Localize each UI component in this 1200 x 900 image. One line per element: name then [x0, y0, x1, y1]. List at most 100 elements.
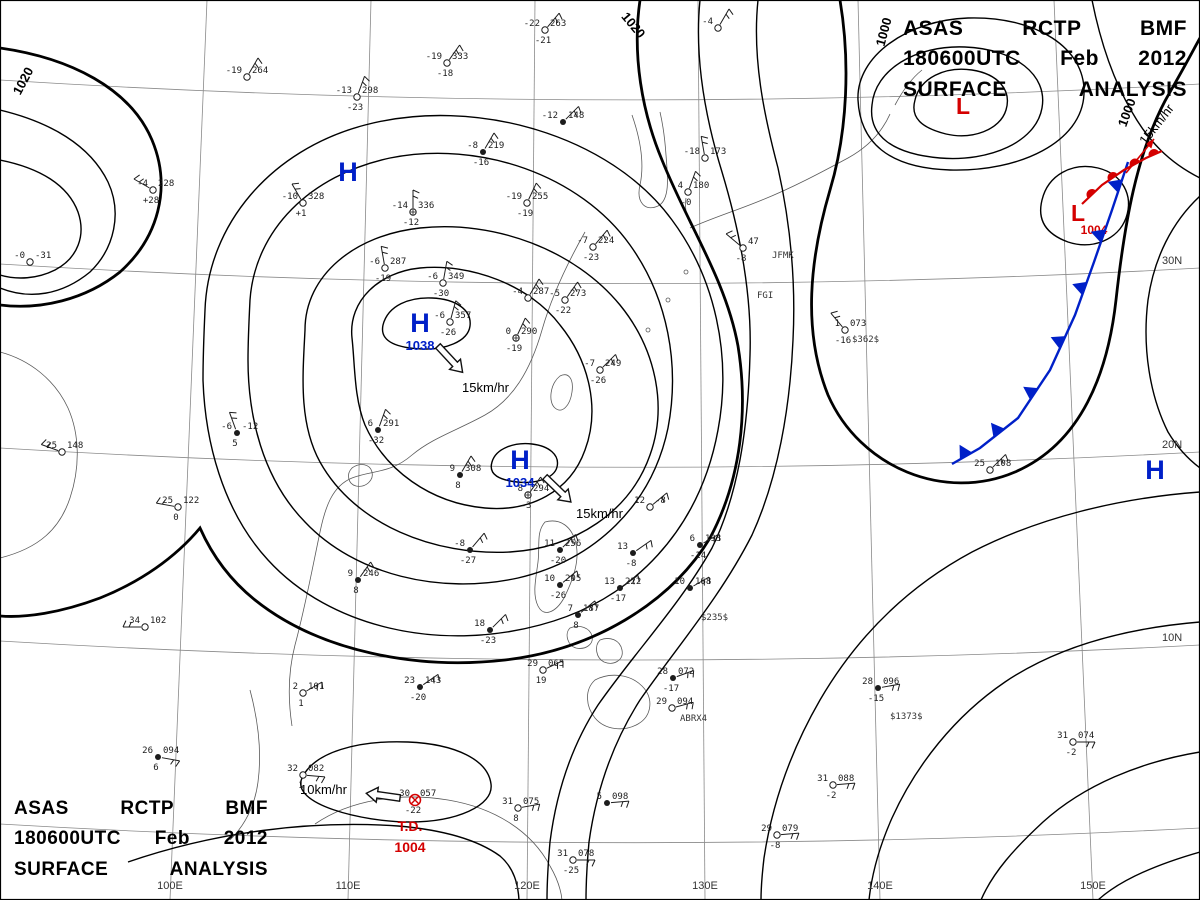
station-pressure: 287 — [533, 287, 549, 297]
station-circle — [575, 612, 581, 618]
latitude-label: 30N — [1162, 255, 1182, 267]
wind-barb — [472, 532, 485, 548]
wind-barb — [719, 8, 730, 25]
wind-barb-feather — [701, 135, 709, 145]
tropical-depression: T.D. 1004 — [394, 793, 426, 855]
station-pressure: 333 — [452, 52, 468, 62]
station-pressure: 148 — [67, 441, 83, 451]
isobar-east-1 — [546, 0, 751, 900]
station-temp: -19 — [226, 66, 242, 76]
isobar-high-ring-3 — [247, 152, 674, 585]
system-movement: 15km/hr — [434, 342, 510, 395]
meridian-130e — [697, 0, 706, 900]
station-pressure: 098 — [612, 792, 628, 802]
wind-barb — [635, 539, 652, 552]
station-plot: 1 073 -16 — [830, 310, 866, 346]
station-circle — [697, 542, 703, 548]
station-circle — [355, 577, 361, 583]
isobar-1020-main — [0, 0, 744, 665]
station-circle — [381, 264, 389, 272]
system-movement: 15km/hr — [541, 473, 624, 521]
wind-barb-feather — [891, 684, 901, 692]
wind-barb-feather — [620, 800, 630, 808]
wind-barb — [450, 300, 457, 319]
station-pressure: 180 — [693, 181, 709, 191]
wind-barb — [484, 132, 495, 149]
wind-barb — [830, 312, 843, 328]
station-pressure: 065 — [548, 659, 564, 669]
station-circle — [446, 318, 454, 326]
isobar-low-ring-2 — [870, 46, 1044, 160]
wind-barb-feather — [632, 575, 640, 585]
station-lower-value: -25 — [563, 866, 579, 876]
station-temp: 9 — [450, 464, 455, 474]
station-circle — [299, 199, 307, 207]
chart-datetime: 180600UTC Feb 2012 — [903, 47, 1187, 71]
station-lower-value: -2 — [1066, 748, 1077, 758]
station-pressure: 075 — [523, 797, 539, 807]
station-temp: 31 — [502, 797, 513, 807]
station-pressure: 094 — [677, 697, 693, 707]
wind-barb — [41, 444, 59, 452]
wind-barb-feather — [846, 782, 856, 790]
station-circle — [687, 585, 693, 591]
station-plot: 18 -23 — [474, 614, 509, 646]
station-circle — [589, 243, 597, 251]
station-plot: 47-8 — [725, 230, 759, 264]
station-pressure: 193 — [705, 534, 721, 544]
station-plot: 31 078 -25 — [557, 849, 596, 876]
station-lower-value: -17 — [610, 594, 626, 604]
coast-taiwan — [550, 374, 573, 411]
station-pressure: 291 — [383, 419, 399, 429]
wind-barb-feather — [686, 702, 694, 710]
station-plot: 8 294-3 — [518, 476, 549, 511]
station-lower-value: -30 — [433, 289, 449, 299]
wind-barb-feather — [445, 260, 453, 271]
station-lower-value: -20 — [550, 556, 566, 566]
warm-front-semicircle — [1107, 172, 1118, 181]
station-temp: 23 — [404, 676, 415, 686]
station-plot: -13 298 -23 — [336, 75, 378, 113]
station-circle — [443, 59, 451, 67]
coast-ryukyu-2 — [665, 297, 671, 303]
wind-barb — [546, 660, 564, 669]
station-plot: -19 255 -19 — [506, 182, 548, 219]
coast-china-indochina — [288, 231, 586, 727]
wind-barb — [547, 12, 560, 28]
station-pressure: 108 — [995, 459, 1011, 469]
station-pressure: 122 — [183, 496, 199, 506]
wind-barb — [422, 673, 439, 686]
center-pressure-value: 1038 — [406, 338, 435, 353]
wind-barb — [703, 533, 720, 544]
station-temp: -6 — [434, 311, 445, 321]
station-temp: 29 — [656, 697, 667, 707]
wind-barb — [676, 670, 694, 678]
station-pressure: 255 — [532, 192, 548, 202]
station-lower-value: -23 — [480, 636, 496, 646]
low-pressure-center: L — [956, 93, 970, 119]
station-lower-value: -8 — [770, 841, 781, 851]
wind-barb-feather — [122, 620, 132, 628]
station-circle-plus — [524, 491, 532, 499]
isobar-high-ring-4 — [202, 114, 724, 637]
station-plot: -12 148 — [542, 106, 584, 125]
station-plot: 29 079-8 — [761, 824, 800, 851]
wind-barb — [229, 412, 237, 430]
wind-barb-feather — [412, 189, 420, 199]
cold-front-triangle — [1107, 179, 1123, 193]
wind-barb-feather — [713, 533, 721, 543]
station-circle — [417, 684, 423, 690]
station-pressure: 47 — [748, 237, 759, 247]
cold-front-triangle — [959, 444, 973, 460]
station-plot: -0 -31 — [14, 251, 51, 266]
station-lower-value: +1 — [296, 209, 307, 219]
coast-ryukyu-1 — [645, 327, 651, 333]
station-temp: 0 — [506, 327, 511, 337]
station-id-label: FGI — [757, 291, 773, 301]
station-temp: -18 — [684, 147, 700, 157]
station-pressure: 222 — [625, 577, 641, 587]
station-lower-value: -3 — [521, 501, 532, 511]
low-symbol: L — [1071, 200, 1085, 226]
wind-barb — [448, 44, 461, 61]
